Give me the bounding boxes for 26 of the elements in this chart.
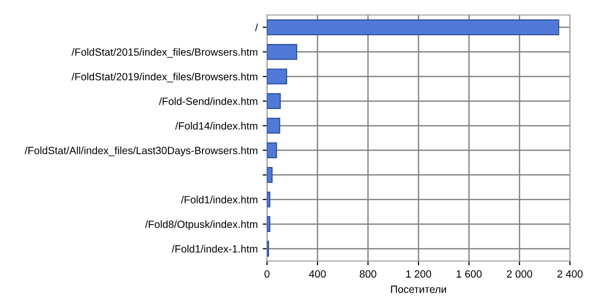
x-tick-label: 0 (264, 270, 270, 278)
bar (267, 19, 560, 36)
y-tick-label: /Fold-Send/index.htm (158, 97, 258, 105)
bar (267, 192, 270, 208)
y-tick-label: /Fold8/Otpusk/index.htm (145, 220, 258, 230)
y-tick-label: /FoldStat/All/index_files/Last30Days-Browsers.htm (24, 146, 258, 156)
y-tick-label: /Fold1/index.htm (180, 196, 258, 204)
y-tick-label: / (255, 24, 258, 32)
x-tick-label: 1 600 (456, 270, 482, 278)
bar (267, 142, 278, 158)
y-tick-label: /Fold14/index.htm (175, 122, 258, 130)
y-tick-label: /Fold1/index-1.htm (172, 244, 258, 253)
y-tick-label: /FoldStat/2015/index_files/Browsers.htm (72, 48, 258, 58)
bar (267, 118, 280, 134)
x-axis-title: Посетители (391, 286, 446, 293)
bar (267, 68, 288, 84)
x-tick-label: 400 (309, 270, 326, 278)
bar (267, 216, 270, 232)
x-tick-label: 2 400 (557, 270, 583, 278)
bar (267, 44, 298, 60)
bar (267, 93, 281, 110)
bar (267, 166, 273, 183)
x-tick-label: 800 (360, 270, 376, 278)
y-tick-label: /FoldStat/2019/index_files/Browsers.htm (72, 72, 258, 82)
x-tick-label: 2 000 (506, 270, 532, 278)
x-tick-label: 1 200 (406, 270, 432, 278)
